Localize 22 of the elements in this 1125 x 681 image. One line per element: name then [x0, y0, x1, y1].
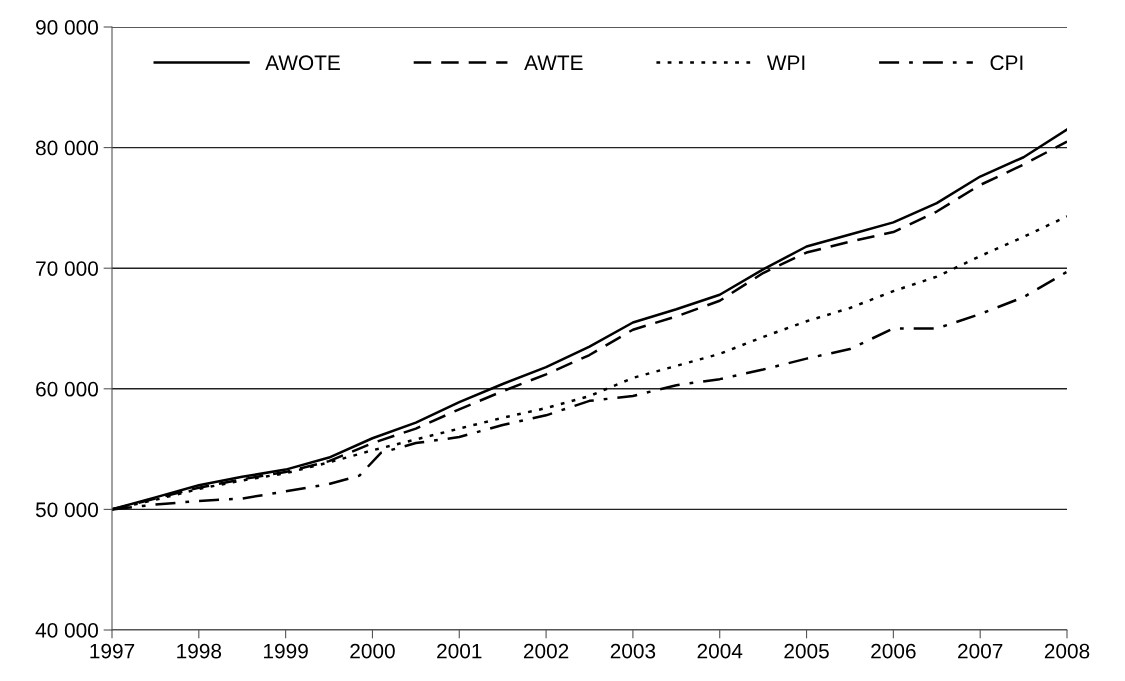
- legend-label: CPI: [990, 55, 1023, 71]
- x-tick-label: 2004: [697, 643, 743, 659]
- x-tick-label: 1999: [264, 643, 308, 659]
- x-tick-label: 2001: [437, 643, 482, 659]
- y-tick-label: 70 000: [36, 261, 98, 276]
- x-tick-label: 2006: [871, 643, 916, 659]
- x-tick-label: 2005: [784, 643, 829, 659]
- y-tick-label: 80 000: [36, 140, 98, 156]
- x-tick-label: 2003: [610, 643, 656, 659]
- legend-label: AWTE: [524, 55, 583, 70]
- x-tick-label: 1998: [177, 643, 222, 659]
- legend-label: WPI: [766, 55, 805, 70]
- x-tick-label: 2008: [1044, 643, 1090, 659]
- y-tick-label: 90 000: [36, 20, 98, 35]
- y-tick-label: 50 000: [35, 502, 98, 518]
- x-tick-label: 1997: [90, 643, 135, 659]
- y-tick-label: 40 000: [35, 623, 98, 638]
- x-tick-label: 2007: [958, 643, 1003, 659]
- y-tick-label: 60 000: [36, 381, 98, 397]
- x-tick-label: 2002: [523, 643, 569, 659]
- legend-label: AWOTE: [265, 55, 340, 71]
- x-tick-label: 2000: [350, 643, 395, 659]
